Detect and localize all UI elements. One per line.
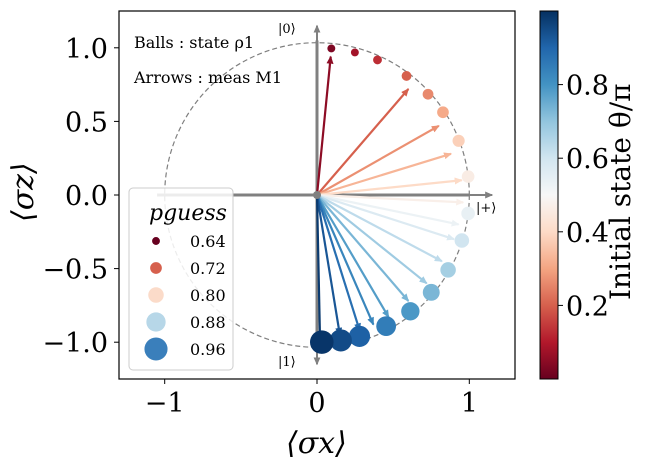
measurement-arrow <box>315 194 375 326</box>
legend-marker <box>152 237 160 245</box>
y-tick-label: −0.5 <box>42 255 108 286</box>
legend-label: 0.72 <box>190 259 226 278</box>
colorbar-tick-label: 0.8 <box>566 71 609 102</box>
state-ball <box>401 71 412 81</box>
legend-label: 0.88 <box>190 313 226 332</box>
colorbar <box>539 10 559 380</box>
legend-marker <box>148 287 164 303</box>
legend-marker <box>146 312 166 332</box>
x-tick-label: 1 <box>461 388 478 419</box>
x-ticks: −1 0 1 <box>145 379 478 419</box>
legend: pguess 0.64 0.72 0.80 0.88 0.96 <box>128 187 234 371</box>
measurement-arrow <box>316 194 428 285</box>
legend-marker <box>144 337 168 361</box>
measurement-arrow <box>316 193 465 206</box>
x-tick-label: −1 <box>145 388 185 419</box>
y-tick-label: −1.0 <box>42 328 108 359</box>
balls-annotation: Balls : state ρ1 <box>134 33 254 52</box>
legend-title: pguess <box>149 201 227 226</box>
state-ball <box>461 206 475 221</box>
colorbar-tick-label: 0.6 <box>566 144 609 175</box>
ketplus-label: |+⟩ <box>476 201 496 216</box>
state-ball <box>422 88 434 100</box>
y-axis-label: ⟨σz⟩ <box>6 162 41 222</box>
measurement-arrow <box>316 194 443 263</box>
measurement-arrow <box>316 88 410 196</box>
state-ball <box>422 283 440 301</box>
state-ball <box>327 44 336 53</box>
y-ticks: 1.0 0.5 0.0 −0.5 −1.0 <box>42 34 119 359</box>
legend-label: 0.96 <box>190 340 226 359</box>
measurement-arrow <box>315 194 361 332</box>
state-ball <box>401 302 420 321</box>
measurement-arrow <box>316 177 463 197</box>
legend-label: 0.80 <box>190 286 226 305</box>
y-tick-label: 0.5 <box>65 107 108 138</box>
state-ball <box>309 330 334 354</box>
measurement-arrow <box>316 194 390 319</box>
ket0-label: |0⟩ <box>278 22 296 37</box>
legend-label: 0.64 <box>190 232 226 251</box>
legend-marker <box>150 262 162 274</box>
measurement-arrow <box>315 194 343 336</box>
ket1-label: |1⟩ <box>278 355 296 370</box>
measurement-arrow <box>316 194 410 302</box>
arrows-annotation: Arrows : meas M1 <box>133 68 282 87</box>
state-ball <box>452 134 465 147</box>
measurement-arrow <box>316 193 460 227</box>
state-ball <box>376 316 397 337</box>
colorbar-label: Initial state θ/π <box>604 83 637 300</box>
measurement-arrows <box>315 55 465 342</box>
measurement-arrow <box>316 124 440 196</box>
origin-dot <box>313 191 321 199</box>
measurement-arrow <box>316 152 452 197</box>
x-axis-label: ⟨σx⟩ <box>286 426 347 461</box>
colorbar-ticks: 0.2 0.4 0.6 0.8 <box>558 71 609 322</box>
x-tick-label: 0 <box>308 388 325 419</box>
state-balls <box>309 44 475 354</box>
state-ball <box>373 55 382 65</box>
state-ball <box>461 170 475 183</box>
state-ball <box>350 48 359 57</box>
state-ball <box>437 106 449 119</box>
state-ball <box>329 329 352 352</box>
colorbar-tick-label: 0.4 <box>566 218 609 249</box>
state-ball <box>454 233 470 248</box>
measurement-arrow <box>315 194 324 342</box>
measurement-arrow <box>315 55 334 196</box>
colorbar-tick-label: 0.2 <box>566 291 609 322</box>
y-tick-label: 0.0 <box>65 181 108 212</box>
y-tick-label: 1.0 <box>65 34 108 65</box>
state-ball <box>348 325 371 347</box>
measurement-arrow <box>316 193 456 241</box>
state-ball <box>440 262 456 278</box>
